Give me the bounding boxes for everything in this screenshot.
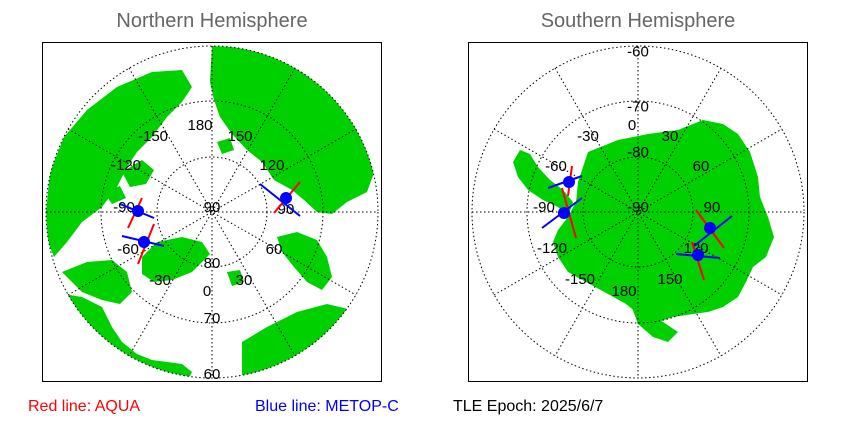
lon-label: 30 <box>236 272 253 289</box>
south-pole-label: -90 <box>627 199 649 216</box>
lon-label: 180 <box>611 283 636 300</box>
legend-metop-c: Blue line: METOP-C <box>255 398 399 415</box>
south-map-title: Southern Hemisphere <box>540 10 736 32</box>
metop-track <box>259 183 301 217</box>
lon-label: -150 <box>565 271 595 288</box>
south-graticule <box>471 45 805 379</box>
lon-label: -150 <box>138 128 168 145</box>
lon-label: 90 <box>704 199 721 216</box>
lat-label: -60 <box>627 44 649 61</box>
lon-label: -30 <box>149 272 171 289</box>
lon-label: -120 <box>111 157 141 174</box>
north-lat-labels: 80 70 60 <box>204 255 221 382</box>
lon-label: 180 <box>187 117 212 134</box>
lat-label: -70 <box>627 99 649 116</box>
tle-epoch: TLE Epoch: 2025/6/7 <box>453 398 604 415</box>
satellite-position-marker <box>558 207 570 219</box>
lon-label: 120 <box>259 157 284 174</box>
lon-label: -60 <box>545 158 567 175</box>
south-satellite-passes <box>541 165 733 281</box>
lat-label: 70 <box>204 310 221 327</box>
north-graticule <box>45 45 379 379</box>
legend-aqua: Red line: AQUA <box>28 398 141 415</box>
satellite-position-marker <box>138 236 150 248</box>
north-polar-map: 180 150 -150 120 -120 90 -90 60 -60 30 -… <box>42 42 382 382</box>
lon-label: 150 <box>227 128 252 145</box>
lon-label: 30 <box>662 128 679 145</box>
satellite-position-marker <box>132 205 144 217</box>
lon-label: 0 <box>628 117 636 134</box>
lon-label: 150 <box>657 271 682 288</box>
lon-label: -90 <box>113 199 135 216</box>
satellite-position-marker <box>563 176 575 188</box>
lon-label: -60 <box>117 241 139 258</box>
south-polar-map: 0 30 -30 60 -60 90 -90 120 -120 150 -150… <box>468 42 808 382</box>
north-map-title: Northern Hemisphere <box>116 10 308 32</box>
lon-label: -120 <box>537 240 567 257</box>
south-land <box>513 120 774 342</box>
lon-label: -30 <box>577 128 599 145</box>
lat-label: -80 <box>627 144 649 161</box>
north-pole-label: 90 <box>204 199 221 216</box>
lon-label: 60 <box>693 158 710 175</box>
lat-label: 60 <box>204 366 221 382</box>
satellite-position-marker <box>280 192 292 204</box>
lon-label: -90 <box>533 199 555 216</box>
lat-label: 80 <box>204 255 221 272</box>
south-lon-labels: 0 30 -30 60 -60 90 -90 120 -120 150 -150… <box>533 117 720 300</box>
satellite-position-marker <box>704 222 716 234</box>
lon-label: 90 <box>278 201 295 218</box>
lon-label: 0 <box>203 283 211 300</box>
lon-label: 60 <box>266 241 283 258</box>
south-lat-labels: -60 -70 -80 <box>627 44 649 162</box>
north-lon-labels: 180 150 -150 120 -120 90 -90 60 -60 30 -… <box>111 117 294 300</box>
north-satellite-passes <box>119 181 301 265</box>
satellite-position-marker <box>692 249 704 261</box>
